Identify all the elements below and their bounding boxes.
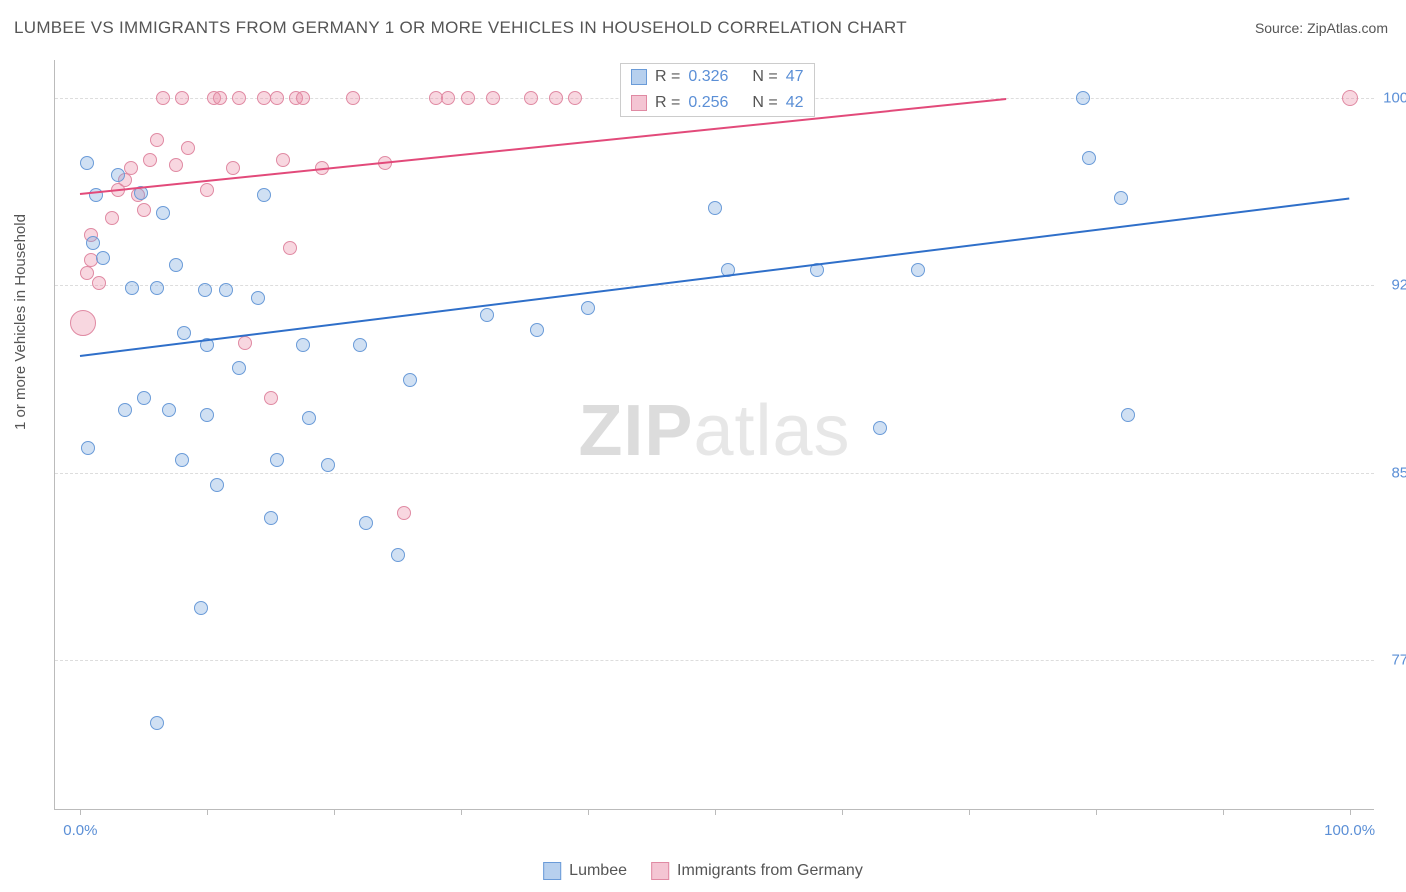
y-tick-label: 85.0% xyxy=(1379,464,1406,481)
x-tick xyxy=(969,809,970,815)
plot-area: ZIPatlas 77.5%85.0%92.5%100.0%0.0%100.0% xyxy=(54,60,1374,810)
swatch-icon xyxy=(631,69,647,85)
r-label: R = xyxy=(655,94,680,112)
trend-line-lumbee xyxy=(80,198,1349,357)
legend-label: Lumbee xyxy=(569,862,627,880)
legend-label: Immigrants from Germany xyxy=(677,862,863,880)
n-label: N = xyxy=(752,94,777,112)
r-value: 0.256 xyxy=(688,94,728,112)
x-tick-label: 0.0% xyxy=(63,822,97,839)
y-tick-label: 92.5% xyxy=(1379,277,1406,294)
y-axis-label: 1 or more Vehicles in Household xyxy=(12,214,29,430)
x-tick xyxy=(1350,809,1351,815)
r-label: R = xyxy=(655,68,680,86)
legend-item-lumbee: Lumbee xyxy=(543,862,627,880)
trend-line-germany xyxy=(80,98,1007,195)
n-value: 42 xyxy=(786,94,804,112)
legend: Lumbee Immigrants from Germany xyxy=(543,862,863,880)
chart-title: LUMBEE VS IMMIGRANTS FROM GERMANY 1 OR M… xyxy=(14,18,907,38)
legend-item-germany: Immigrants from Germany xyxy=(651,862,863,880)
y-tick-label: 77.5% xyxy=(1379,652,1406,669)
correlation-row-germany: R = 0.256 N = 42 xyxy=(621,90,814,116)
x-tick xyxy=(1096,809,1097,815)
x-tick xyxy=(80,809,81,815)
r-value: 0.326 xyxy=(688,68,728,86)
x-tick xyxy=(207,809,208,815)
swatch-icon xyxy=(651,862,669,880)
x-tick xyxy=(334,809,335,815)
swatch-icon xyxy=(543,862,561,880)
x-tick xyxy=(715,809,716,815)
correlation-row-lumbee: R = 0.326 N = 47 xyxy=(621,64,814,90)
x-tick xyxy=(461,809,462,815)
swatch-icon xyxy=(631,95,647,111)
trend-lines-layer xyxy=(55,60,1374,809)
correlation-box: R = 0.326 N = 47 R = 0.256 N = 42 xyxy=(620,63,815,117)
x-tick-label: 100.0% xyxy=(1324,822,1375,839)
x-tick xyxy=(588,809,589,815)
x-tick xyxy=(842,809,843,815)
y-tick-label: 100.0% xyxy=(1379,89,1406,106)
x-tick xyxy=(1223,809,1224,815)
n-label: N = xyxy=(752,68,777,86)
n-value: 47 xyxy=(786,68,804,86)
source-label: Source: ZipAtlas.com xyxy=(1255,20,1388,36)
